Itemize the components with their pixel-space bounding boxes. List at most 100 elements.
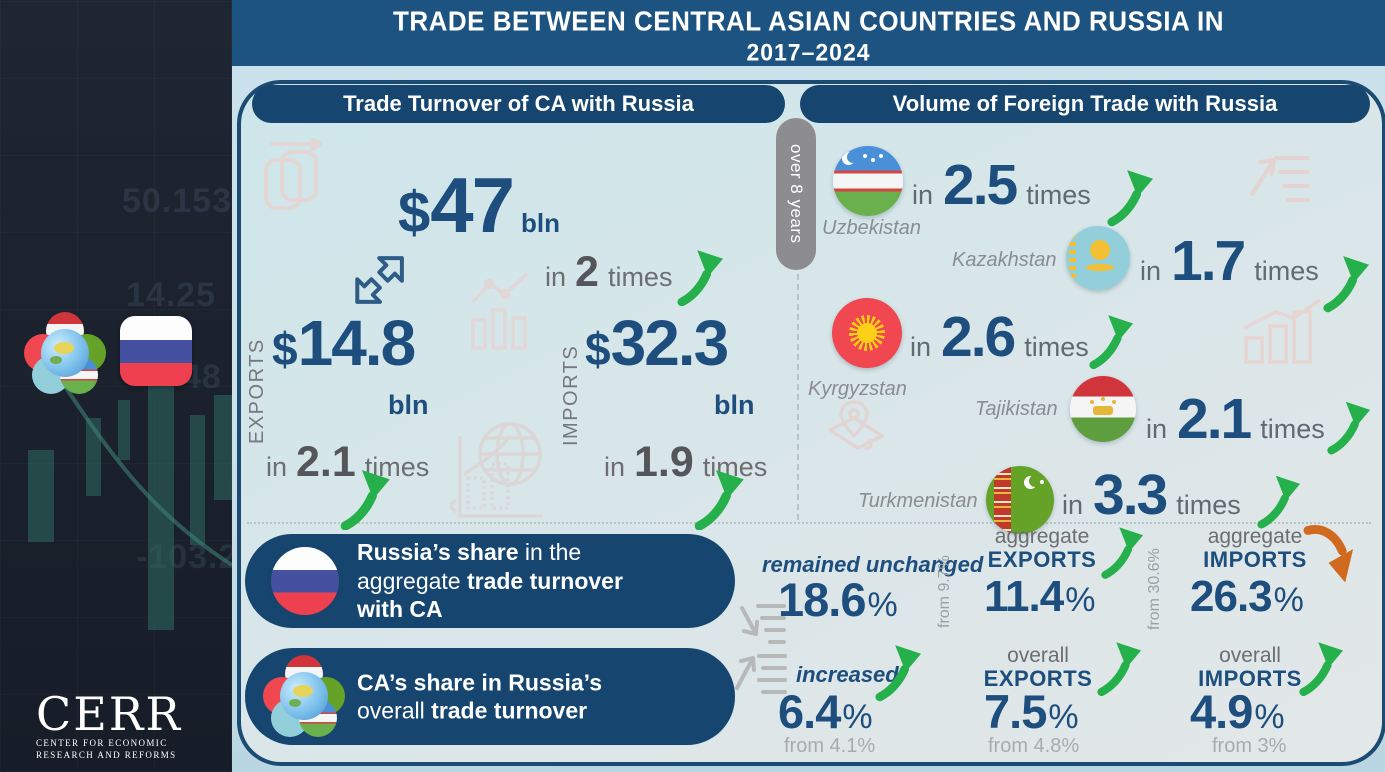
- growth-value: 3.3: [1093, 463, 1168, 527]
- sidebar-candlestick-chart: [28, 360, 232, 630]
- exports-amount: 14.8: [297, 307, 417, 379]
- ca-share-pill: CA’s share in Russia’s overall trade tur…: [245, 648, 735, 745]
- exports-axis-label: EXPORTS: [246, 338, 268, 444]
- percent-sign: %: [1065, 581, 1096, 619]
- exports-growth: in 2.1 times: [266, 438, 429, 487]
- growth-value: 2.5: [943, 153, 1018, 217]
- aggregate-imports-heading: aggregate IMPORTS: [1190, 526, 1320, 571]
- russia-share-pill: Russia’s share in the aggregate trade tu…: [245, 534, 735, 628]
- country-label: Kazakhstan: [952, 249, 1057, 271]
- growth-suffix: times: [1026, 180, 1091, 210]
- exports-unit: bln: [388, 390, 429, 420]
- imports-growth: in 1.9 times: [604, 438, 767, 487]
- percent-sign: %: [867, 586, 898, 624]
- growth-up-arrow: [875, 645, 922, 702]
- growth-value: 2.1: [1177, 387, 1252, 451]
- uzbekistan-flag: [833, 146, 903, 216]
- growth-suffix: times: [1260, 414, 1325, 444]
- growth-up-arrow: [340, 470, 390, 530]
- russia-flag: [271, 547, 339, 615]
- sidebar-bg-number: 50.153: [122, 182, 232, 220]
- rising-bars-icon: [1243, 298, 1321, 364]
- country-label: Tajikistan: [975, 398, 1058, 420]
- decline-down-arrow: [1303, 525, 1354, 583]
- growth-up-arrow: [1097, 642, 1142, 697]
- heading-word: aggregate: [994, 525, 1090, 548]
- growth-prefix: in: [604, 452, 626, 482]
- growth-suffix: times: [1176, 490, 1241, 520]
- page-title-line1: TRADE BETWEEN CENTRAL ASIAN COUNTRIES AN…: [392, 4, 1225, 38]
- percent-number: 4.9: [1190, 685, 1253, 738]
- growth-up-arrow: [1107, 170, 1154, 227]
- globe-landmass: [50, 356, 62, 364]
- growth-prefix: in: [1062, 490, 1084, 520]
- total-unit: bln: [521, 208, 561, 238]
- currency-sign: $: [398, 180, 431, 245]
- chart-line-icon: [471, 272, 529, 350]
- over-8-years-badge: over 8 years: [776, 118, 816, 270]
- text-segment: trade turnover: [466, 567, 623, 594]
- kyrgyzstan-growth: in 2.6 times: [910, 304, 1089, 370]
- imports-value: $32.3: [585, 306, 730, 380]
- text-segment: CA’s share in Russia’s: [357, 668, 603, 695]
- russia-flag: [120, 316, 192, 386]
- over-8-years-label: over 8 years: [787, 144, 806, 244]
- text-segment: aggregate: [357, 567, 467, 594]
- imports-amount: 32.3: [610, 307, 730, 379]
- growth-up-arrow: [1327, 401, 1371, 455]
- imports-unit: bln: [714, 390, 755, 420]
- ca-share-text: CA’s share in Russia’s overall trade tur…: [357, 668, 602, 725]
- central-asia-emblem: [263, 655, 345, 737]
- total-growth: in 2 times: [545, 248, 672, 297]
- globe-landmass: [54, 342, 74, 354]
- percent-number: 26.3: [1190, 572, 1273, 621]
- russia-share-text: Russia’s share in the aggregate trade tu…: [357, 538, 623, 624]
- heading-word: overall: [1007, 644, 1069, 667]
- exports-value: $14.8: [272, 306, 417, 380]
- list-up-icon: [735, 654, 787, 694]
- text-segment: in the: [518, 539, 582, 566]
- growth-value: 1.9: [634, 438, 694, 486]
- growth-prefix: in: [912, 180, 934, 210]
- cerr-logo-subtitle-1: CENTER FOR ECONOMIC: [36, 738, 168, 748]
- overall-exports-heading: overall EXPORTS: [972, 645, 1104, 690]
- trending-list-icon: [1250, 156, 1310, 202]
- growth-suffix: times: [1254, 256, 1319, 286]
- aggregate-imports-value: 26.3 %: [1190, 572, 1304, 622]
- aggregate-exports-heading: aggregate EXPORTS: [976, 526, 1108, 571]
- growth-prefix: in: [266, 452, 288, 482]
- text-segment: trade turnover: [431, 697, 588, 724]
- country-label: Uzbekistan: [822, 217, 921, 239]
- sidebar-bg-number: 14.25: [126, 276, 217, 314]
- right-panel-title: Volume of Foreign Trade with Russia: [892, 91, 1278, 116]
- uzbekistan-growth: in 2.5 times: [912, 152, 1091, 218]
- text-segment: Russia’s share: [357, 539, 519, 566]
- percent-number: 6.4: [778, 685, 841, 738]
- heading-word: EXPORTS: [987, 547, 1097, 572]
- left-panel-title-pill: Trade Turnover of CA with Russia: [252, 85, 785, 123]
- text-segment: overall: [357, 697, 432, 724]
- country-label: Turkmenistan: [858, 490, 978, 512]
- exchange-arrows-icon: [355, 256, 404, 304]
- growth-up-arrow: [1257, 475, 1301, 529]
- kazakhstan-growth: in 1.7 times: [1140, 228, 1319, 294]
- growth-up-arrow: [677, 250, 724, 306]
- growth-up-arrow: [1101, 527, 1144, 579]
- from-value-vertical: from 30.6%: [1146, 548, 1163, 630]
- growth-suffix: times: [1024, 332, 1089, 362]
- heading-word: IMPORTS: [1198, 666, 1302, 691]
- right-panel-title-pill: Volume of Foreign Trade with Russia: [800, 85, 1370, 123]
- overall-exports-value: 7.5 %: [984, 684, 1079, 739]
- growth-suffix: times: [607, 262, 673, 292]
- growth-up-arrow: [694, 470, 744, 530]
- tajikistan-growth: in 2.1 times: [1146, 386, 1325, 452]
- copy-icon: [264, 138, 322, 210]
- list-down-icon: [740, 604, 786, 644]
- globe-bars-icon: [450, 422, 542, 518]
- growth-up-arrow: [1089, 315, 1134, 370]
- aggregate-exports-value: 11.4 %: [984, 572, 1095, 622]
- country-label: Kyrgyzstan: [808, 378, 907, 400]
- cerr-logo: CERR CENTER FOR ECONOMIC RESEARCH AND RE…: [36, 691, 182, 760]
- percent-number: 11.4: [984, 572, 1064, 621]
